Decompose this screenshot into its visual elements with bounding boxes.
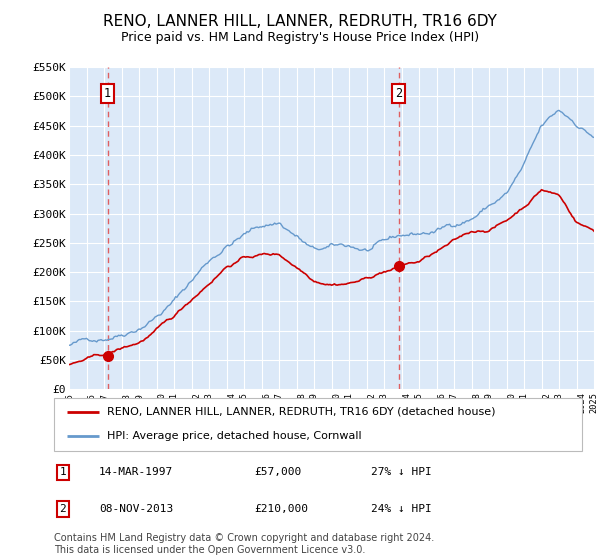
Text: 08-NOV-2013: 08-NOV-2013: [99, 504, 173, 514]
Text: RENO, LANNER HILL, LANNER, REDRUTH, TR16 6DY: RENO, LANNER HILL, LANNER, REDRUTH, TR16…: [103, 14, 497, 29]
Text: 14-MAR-1997: 14-MAR-1997: [99, 468, 173, 478]
Text: RENO, LANNER HILL, LANNER, REDRUTH, TR16 6DY (detached house): RENO, LANNER HILL, LANNER, REDRUTH, TR16…: [107, 407, 496, 417]
Text: 1: 1: [104, 87, 111, 100]
Text: £57,000: £57,000: [254, 468, 302, 478]
Text: 24% ↓ HPI: 24% ↓ HPI: [371, 504, 431, 514]
Text: 1: 1: [59, 468, 66, 478]
Text: 2: 2: [395, 87, 403, 100]
Text: £210,000: £210,000: [254, 504, 308, 514]
Text: 27% ↓ HPI: 27% ↓ HPI: [371, 468, 431, 478]
Text: Price paid vs. HM Land Registry's House Price Index (HPI): Price paid vs. HM Land Registry's House …: [121, 31, 479, 44]
FancyBboxPatch shape: [54, 398, 582, 451]
Text: HPI: Average price, detached house, Cornwall: HPI: Average price, detached house, Corn…: [107, 431, 361, 441]
Text: Contains HM Land Registry data © Crown copyright and database right 2024.
This d: Contains HM Land Registry data © Crown c…: [54, 533, 434, 555]
Text: 2: 2: [59, 504, 66, 514]
